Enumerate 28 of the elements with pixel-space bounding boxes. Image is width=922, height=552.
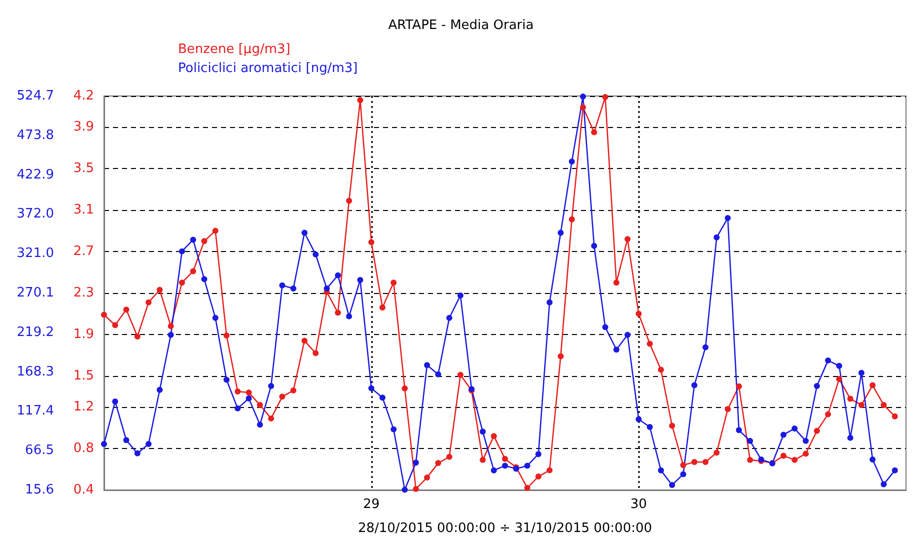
text: Policiclici aromatici [ng/m3]: [178, 61, 358, 76]
x-tick-label: 29: [363, 497, 380, 512]
y-tick-label: 4.2: [73, 88, 94, 104]
y-tick-label: 2.3: [73, 286, 94, 300]
y2-tick-label: 372.0: [16, 206, 54, 222]
y2-tick-label: 219.2: [16, 324, 54, 340]
y-tick-label: 1.2: [73, 400, 94, 415]
y-tick-label: 0.4: [73, 482, 94, 498]
y2-tick-label: 168.3: [16, 364, 54, 380]
text: Benzene [µg/m3]: [178, 42, 290, 57]
chart-title: ARTAPE - Media Oraria: [388, 18, 534, 33]
y2-tick-label: 270.1: [16, 286, 54, 301]
y2-tick-label: 15.6: [25, 482, 54, 498]
y2-tick-label: 321.0: [16, 246, 54, 262]
y-tick-label: 3.1: [73, 202, 94, 218]
x-axis-title: 28/10/2015 00:00:00 ÷ 31/10/2015 00:00:00: [358, 521, 652, 536]
y2-tick-label: 473.8: [16, 128, 54, 143]
y-tick-label: 2.7: [73, 244, 94, 260]
y-tick-label: 1.5: [73, 368, 94, 384]
y2-tick-label: 524.7: [16, 88, 54, 104]
y-tick-label: 3.9: [73, 120, 94, 135]
y2-tick-label: 422.9: [16, 167, 54, 182]
y-tick-label: 1.9: [73, 326, 94, 342]
y-tick-label: 3.5: [73, 161, 94, 176]
y-tick-label: 0.8: [73, 441, 94, 456]
y2-tick-label: 66.5: [25, 443, 54, 458]
y2-tick-label: 117.4: [16, 404, 54, 419]
x-tick-label: 30: [630, 497, 647, 512]
